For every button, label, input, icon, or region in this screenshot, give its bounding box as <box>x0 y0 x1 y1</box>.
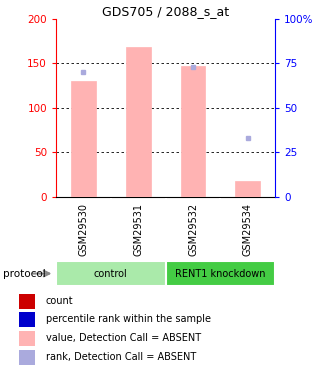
Text: GSM29534: GSM29534 <box>243 202 253 256</box>
Text: GSM29530: GSM29530 <box>78 202 88 256</box>
Text: percentile rank within the sample: percentile rank within the sample <box>46 314 211 324</box>
Bar <box>126 47 150 197</box>
Bar <box>166 261 275 286</box>
Text: protocol: protocol <box>3 268 46 279</box>
Bar <box>236 181 260 197</box>
Text: rank, Detection Call = ABSENT: rank, Detection Call = ABSENT <box>46 352 196 362</box>
Bar <box>19 312 35 327</box>
Bar <box>19 350 35 364</box>
Text: value, Detection Call = ABSENT: value, Detection Call = ABSENT <box>46 333 201 343</box>
Text: GSM29532: GSM29532 <box>188 202 198 256</box>
Bar <box>19 331 35 346</box>
Text: GSM29531: GSM29531 <box>133 202 143 256</box>
Bar <box>181 66 205 197</box>
Bar <box>71 81 96 197</box>
Bar <box>56 261 166 286</box>
Text: RENT1 knockdown: RENT1 knockdown <box>175 268 266 279</box>
Title: GDS705 / 2088_s_at: GDS705 / 2088_s_at <box>102 4 229 18</box>
Bar <box>19 294 35 309</box>
Text: control: control <box>94 268 128 279</box>
Text: count: count <box>46 296 74 306</box>
